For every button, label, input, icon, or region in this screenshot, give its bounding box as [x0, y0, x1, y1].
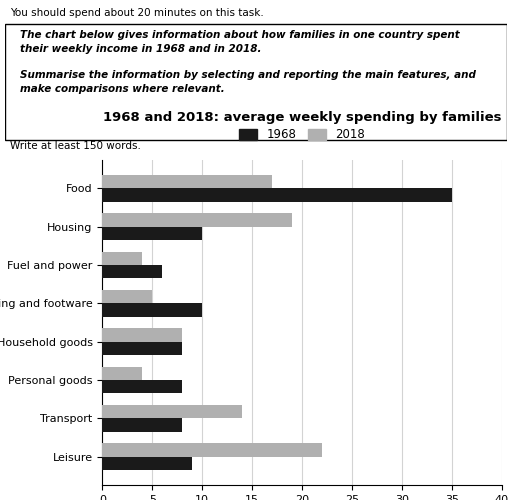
Bar [102, 457, 193, 470]
FancyBboxPatch shape [5, 24, 507, 140]
Bar [102, 366, 142, 380]
Bar [102, 405, 242, 418]
Title: 1968 and 2018: average weekly spending by families: 1968 and 2018: average weekly spending b… [103, 111, 501, 124]
Text: Summarise the information by selecting and reporting the main features, and
make: Summarise the information by selecting a… [20, 70, 476, 94]
Text: The chart below gives information about how families in one country spent
their : The chart below gives information about … [20, 30, 460, 54]
Bar [102, 265, 162, 278]
Text: Write at least 150 words.: Write at least 150 words. [10, 142, 141, 152]
Text: You should spend about 20 minutes on this task.: You should spend about 20 minutes on thi… [10, 8, 264, 18]
Bar [102, 213, 292, 226]
Bar [102, 252, 142, 265]
Legend: 1968, 2018: 1968, 2018 [234, 124, 370, 146]
Bar [102, 175, 272, 188]
Bar [102, 188, 452, 202]
Bar [102, 444, 322, 457]
Bar [102, 226, 202, 240]
Bar [102, 380, 182, 394]
Bar [102, 304, 202, 316]
Bar [102, 290, 153, 304]
Bar [102, 342, 182, 355]
Bar [102, 328, 182, 342]
Bar [102, 418, 182, 432]
